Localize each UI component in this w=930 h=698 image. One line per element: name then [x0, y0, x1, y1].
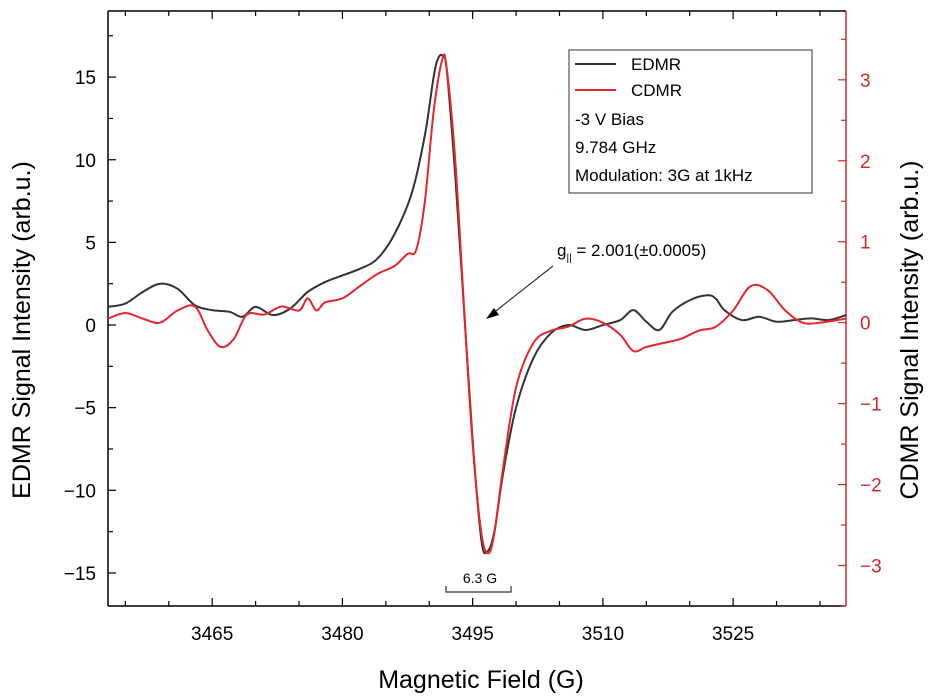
annotation-g: g	[557, 241, 566, 260]
legend: EDMR CDMR -3 V Bias 9.784 GHz Modulation…	[568, 49, 813, 194]
left-y-tick-label: −10	[64, 481, 96, 502]
right-y-tick-label: −2	[860, 476, 882, 497]
annotation-arrow-line	[491, 265, 554, 315]
left-y-tick-label: 0	[85, 316, 96, 337]
right-y-tick-label: 3	[860, 71, 871, 92]
plot-frame	[107, 10, 847, 607]
left-y-tick-label: 10	[75, 151, 96, 172]
legend-note-frequency: 9.784 GHz	[575, 138, 656, 157]
series-lines	[107, 53, 847, 555]
left-y-tick-label: 5	[85, 233, 96, 254]
tick-labels: 3465 3480 3495 3510 3525151050−5−10−153210−1…	[64, 68, 882, 645]
x-tick-label: 3525	[712, 624, 754, 645]
bracket-mark	[445, 586, 512, 593]
linewidth-bracket: 6.3 G	[445, 570, 512, 593]
left-y-tick-label: −5	[74, 399, 96, 420]
legend-label-edmr: EDMR	[631, 55, 681, 74]
right-y-tick-label: 2	[860, 152, 871, 173]
bracket-label: 6.3 G	[463, 570, 497, 586]
tick-marks	[108, 11, 846, 607]
right-y-axis-title: CDMR Signal Intensity (arb.u.)	[896, 160, 924, 499]
left-y-tick-label: 15	[75, 68, 96, 89]
legend-label-cdmr: CDMR	[631, 81, 682, 100]
right-y-tick-label: −1	[860, 395, 882, 416]
left-y-axis-title: EDMR Signal Intensity (arb.u.)	[8, 161, 36, 499]
annotation-value: = 2.001(±0.0005)	[572, 241, 707, 260]
x-tick-label: 3480	[321, 624, 363, 645]
x-tick-label: 3495	[452, 624, 494, 645]
x-tick-label: 3465	[191, 624, 233, 645]
right-y-tick-label: 1	[860, 233, 871, 254]
right-y-tick-label: −3	[860, 557, 882, 578]
legend-note-modulation: Modulation: 3G at 1kHz	[575, 166, 753, 185]
series-line-cdmr	[107, 53, 847, 555]
left-y-tick-label: −15	[64, 564, 96, 585]
svg-text:g|| = 2.001(±0.0005): g|| = 2.001(±0.0005)	[557, 241, 706, 264]
right-y-tick-label: 0	[860, 314, 871, 335]
legend-note-bias: -3 V Bias	[575, 110, 644, 129]
x-axis-title: Magnetic Field (G)	[378, 666, 584, 694]
annotation-arrowhead	[486, 308, 499, 319]
g-factor-annotation: g|| = 2.001(±0.0005)	[486, 241, 706, 319]
legend-box	[568, 49, 813, 194]
x-tick-label: 3510	[582, 624, 624, 645]
annotation-subscript: ||	[566, 253, 571, 264]
